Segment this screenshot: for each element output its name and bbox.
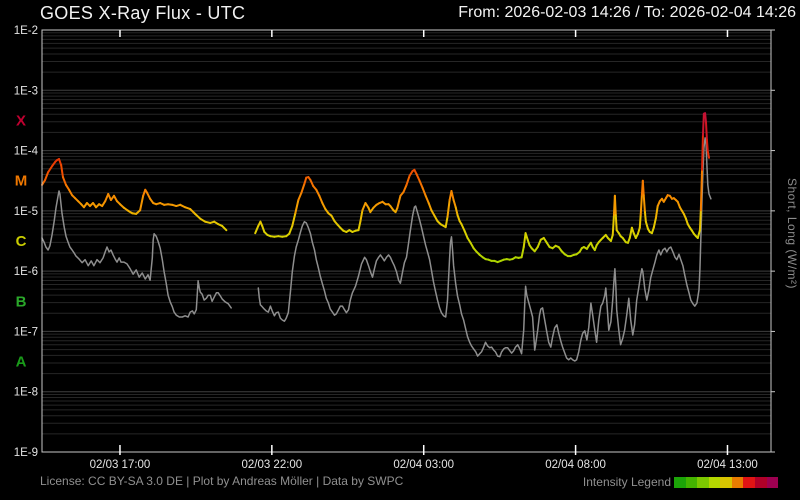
y-tick-label: 1E-6 bbox=[14, 266, 38, 278]
y-axis: 1E-2 1E-3 1E-4 1E-5 1E-6 1E-7 1E-8 1E-9 X M C B A bbox=[14, 25, 775, 459]
x-tick-label: 02/04 08:00 bbox=[545, 459, 606, 471]
legend-color-swatch bbox=[674, 476, 686, 488]
x-tick-label: 02/03 17:00 bbox=[90, 459, 151, 471]
x-tick-label: 02/04 03:00 bbox=[393, 459, 454, 471]
class-letter-b: B bbox=[16, 293, 27, 310]
class-letter-a: A bbox=[16, 354, 27, 371]
y-tick-label: 1E-5 bbox=[14, 206, 38, 218]
y-tick-label: 1E-9 bbox=[14, 447, 38, 459]
legend-color-swatch bbox=[754, 476, 767, 488]
intensity-legend: Intensity Legend bbox=[582, 475, 779, 489]
legend-color-swatch bbox=[685, 476, 698, 488]
y-tick-label: 1E-4 bbox=[14, 146, 39, 158]
legend-color-swatch bbox=[708, 476, 721, 488]
class-letter-x: X bbox=[16, 112, 26, 129]
legend-color-swatch bbox=[720, 476, 732, 488]
y-axis-unit-label: Short, Long (W/m²) bbox=[785, 178, 799, 290]
legend-color-swatch bbox=[743, 476, 755, 488]
short-series bbox=[41, 137, 712, 362]
time-range-label: From: 2026-02-03 14:26 / To: 2026-02-04 … bbox=[458, 4, 796, 21]
class-letter-m: M bbox=[15, 173, 28, 190]
page-title: GOES X-Ray Flux - UTC bbox=[40, 3, 246, 23]
x-tick-label: 02/04 13:00 bbox=[697, 459, 758, 471]
y-tick-label: 1E-3 bbox=[14, 85, 38, 97]
long-series bbox=[41, 112, 711, 264]
y-tick-label: 1E-7 bbox=[14, 326, 38, 338]
y-tick-label: 1E-2 bbox=[14, 25, 38, 37]
legend-color-swatch bbox=[697, 476, 709, 488]
intensity-legend-bar bbox=[674, 476, 779, 488]
legend-color-swatch bbox=[731, 476, 744, 488]
y-tick-label: 1E-8 bbox=[14, 387, 38, 399]
plot-border bbox=[41, 29, 772, 453]
license-text: License: CC BY-SA 3.0 DE | Plot by Andre… bbox=[40, 474, 404, 488]
x-axis: 02/03 17:00 02/03 22:00 02/04 03:00 02/04 0… bbox=[90, 30, 758, 471]
legend-color-swatch bbox=[766, 476, 779, 488]
x-tick-label: 02/03 22:00 bbox=[241, 459, 302, 471]
class-letter-c: C bbox=[16, 233, 27, 250]
gridlines bbox=[42, 32, 771, 435]
intensity-legend-label: Intensity Legend bbox=[582, 475, 671, 489]
